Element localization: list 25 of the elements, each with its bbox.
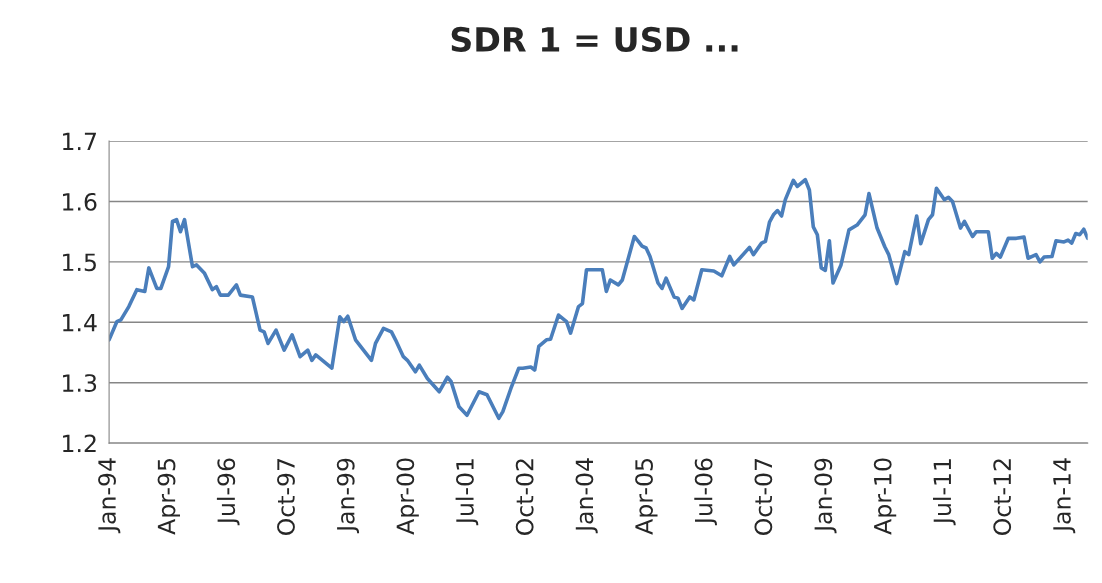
x-tick-label: Jan-14 [1053,458,1076,534]
x-tick-label: Jul-06 [694,458,717,526]
chart-title: SDR 1 = USD ... [451,26,738,53]
y-tick-label: 1.7 [63,132,96,151]
y-tick-label: 1.2 [63,434,96,453]
line-series [109,177,1088,421]
x-tick-label: Apr-95 [157,459,180,535]
x-tick-label: Apr-00 [396,458,419,535]
x-tick-label: Jul-11 [932,459,956,526]
x-tick-label: Apr-05 [635,459,658,535]
x-tick-label: Oct-97 [277,458,295,536]
y-tick-label: 1.5 [63,253,96,272]
x-tick-label: Oct-12 [993,459,1012,536]
x-tick-label: Jul-01 [455,459,479,526]
x-tick-label: Apr-10 [873,458,897,535]
x-tick-label: Jan-94 [98,458,121,534]
x-tick-label: Oct-02 [515,459,534,536]
x-tick-label: Jul-96 [216,458,240,526]
y-tick-label: 1.6 [63,192,97,211]
x-tick-label: Jan-99 [336,458,360,534]
x-tick-label: Jan-04 [575,458,598,534]
y-tick-label: 1.4 [63,314,97,332]
x-tick-label: Jan-09 [814,458,837,534]
y-tick-label: 1.3 [63,374,97,392]
x-tick-label: Oct-07 [754,458,773,536]
